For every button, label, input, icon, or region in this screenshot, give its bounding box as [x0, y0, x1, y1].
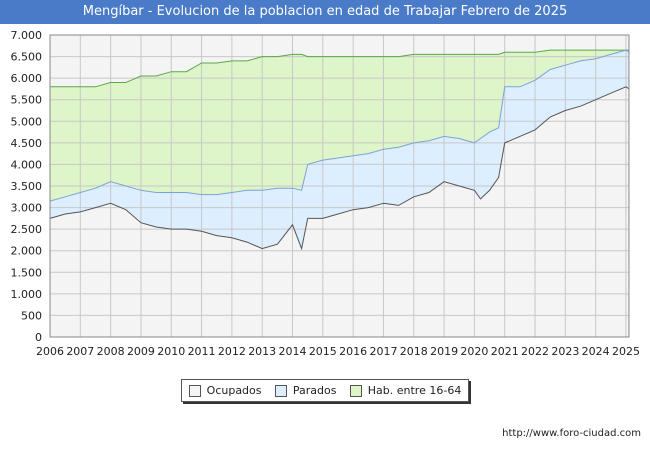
- x-tick-label: 2024: [582, 345, 610, 358]
- x-tick-label: 2014: [279, 345, 307, 358]
- chart-legend: Ocupados Parados Hab. entre 16-64: [181, 379, 469, 402]
- legend-item-ocupados: Ocupados: [188, 384, 262, 397]
- y-tick-label: 1.000: [11, 288, 43, 301]
- legend-label-ocupados: Ocupados: [206, 384, 262, 397]
- line-parados: [49, 49, 630, 202]
- legend-swatch-hab: [349, 384, 362, 397]
- legend-item-hab: Hab. entre 16-64: [349, 384, 462, 397]
- y-tick-label: 1.500: [11, 266, 43, 279]
- x-tick-label: 2019: [430, 345, 458, 358]
- chart-svg: 0 500 1.000 1.500 2.000 2.500 3.000 3.500 4.000 4…: [11, 29, 640, 358]
- y-tick-label: 2.500: [11, 223, 43, 236]
- x-tick-label: 2011: [188, 345, 216, 358]
- y-tick-label: 0: [35, 331, 42, 344]
- plot-border: [49, 34, 630, 338]
- y-tick-label: 500: [21, 309, 42, 322]
- y-tick-label: 7.000: [11, 29, 43, 42]
- chart-title: Mengíbar - Evolucion de la poblacion en …: [0, 0, 650, 24]
- legend-swatch-parados: [274, 384, 287, 397]
- area-ocupados: [50, 86, 629, 337]
- x-tick-label: 2025: [612, 345, 640, 358]
- x-tick-label: 2021: [491, 345, 519, 358]
- line-hab-entre-16-64: [50, 49, 629, 88]
- x-tick-label: 2022: [521, 345, 549, 358]
- legend-swatch-ocupados: [188, 384, 201, 397]
- x-tick-label: 2017: [369, 345, 397, 358]
- y-tick-label: 4.000: [11, 158, 43, 171]
- y-tick-label: 6.500: [11, 51, 43, 64]
- x-tick-label: 2015: [309, 345, 337, 358]
- x-tick-label: 2013: [248, 345, 276, 358]
- x-tick-label: 2016: [339, 345, 367, 358]
- x-tick-label: 2010: [157, 345, 185, 358]
- x-tick-label: 2018: [400, 345, 428, 358]
- y-tick-label: 5.000: [11, 115, 43, 128]
- x-tick-label: 2006: [36, 345, 64, 358]
- legend-item-parados: Parados: [274, 384, 337, 397]
- x-tick-label: 2009: [127, 345, 155, 358]
- legend-label-hab: Hab. entre 16-64: [367, 384, 462, 397]
- y-tick-label: 5.500: [11, 94, 43, 107]
- y-tick-label: 3.000: [11, 202, 43, 215]
- line-ocupados: [49, 86, 630, 251]
- x-tick-label: 2012: [218, 345, 246, 358]
- y-tick-label: 4.500: [11, 137, 43, 150]
- y-tick-label: 2.000: [11, 245, 43, 258]
- x-tick-label: 2008: [97, 345, 125, 358]
- x-tick-label: 2023: [551, 345, 579, 358]
- x-tick-label: 2007: [66, 345, 94, 358]
- source-url: http://www.foro-ciudad.com: [502, 428, 641, 439]
- y-tick-label: 3.500: [11, 180, 43, 193]
- legend-label-parados: Parados: [292, 384, 337, 397]
- x-tick-label: 2020: [460, 345, 488, 358]
- y-tick-label: 6.000: [11, 72, 43, 85]
